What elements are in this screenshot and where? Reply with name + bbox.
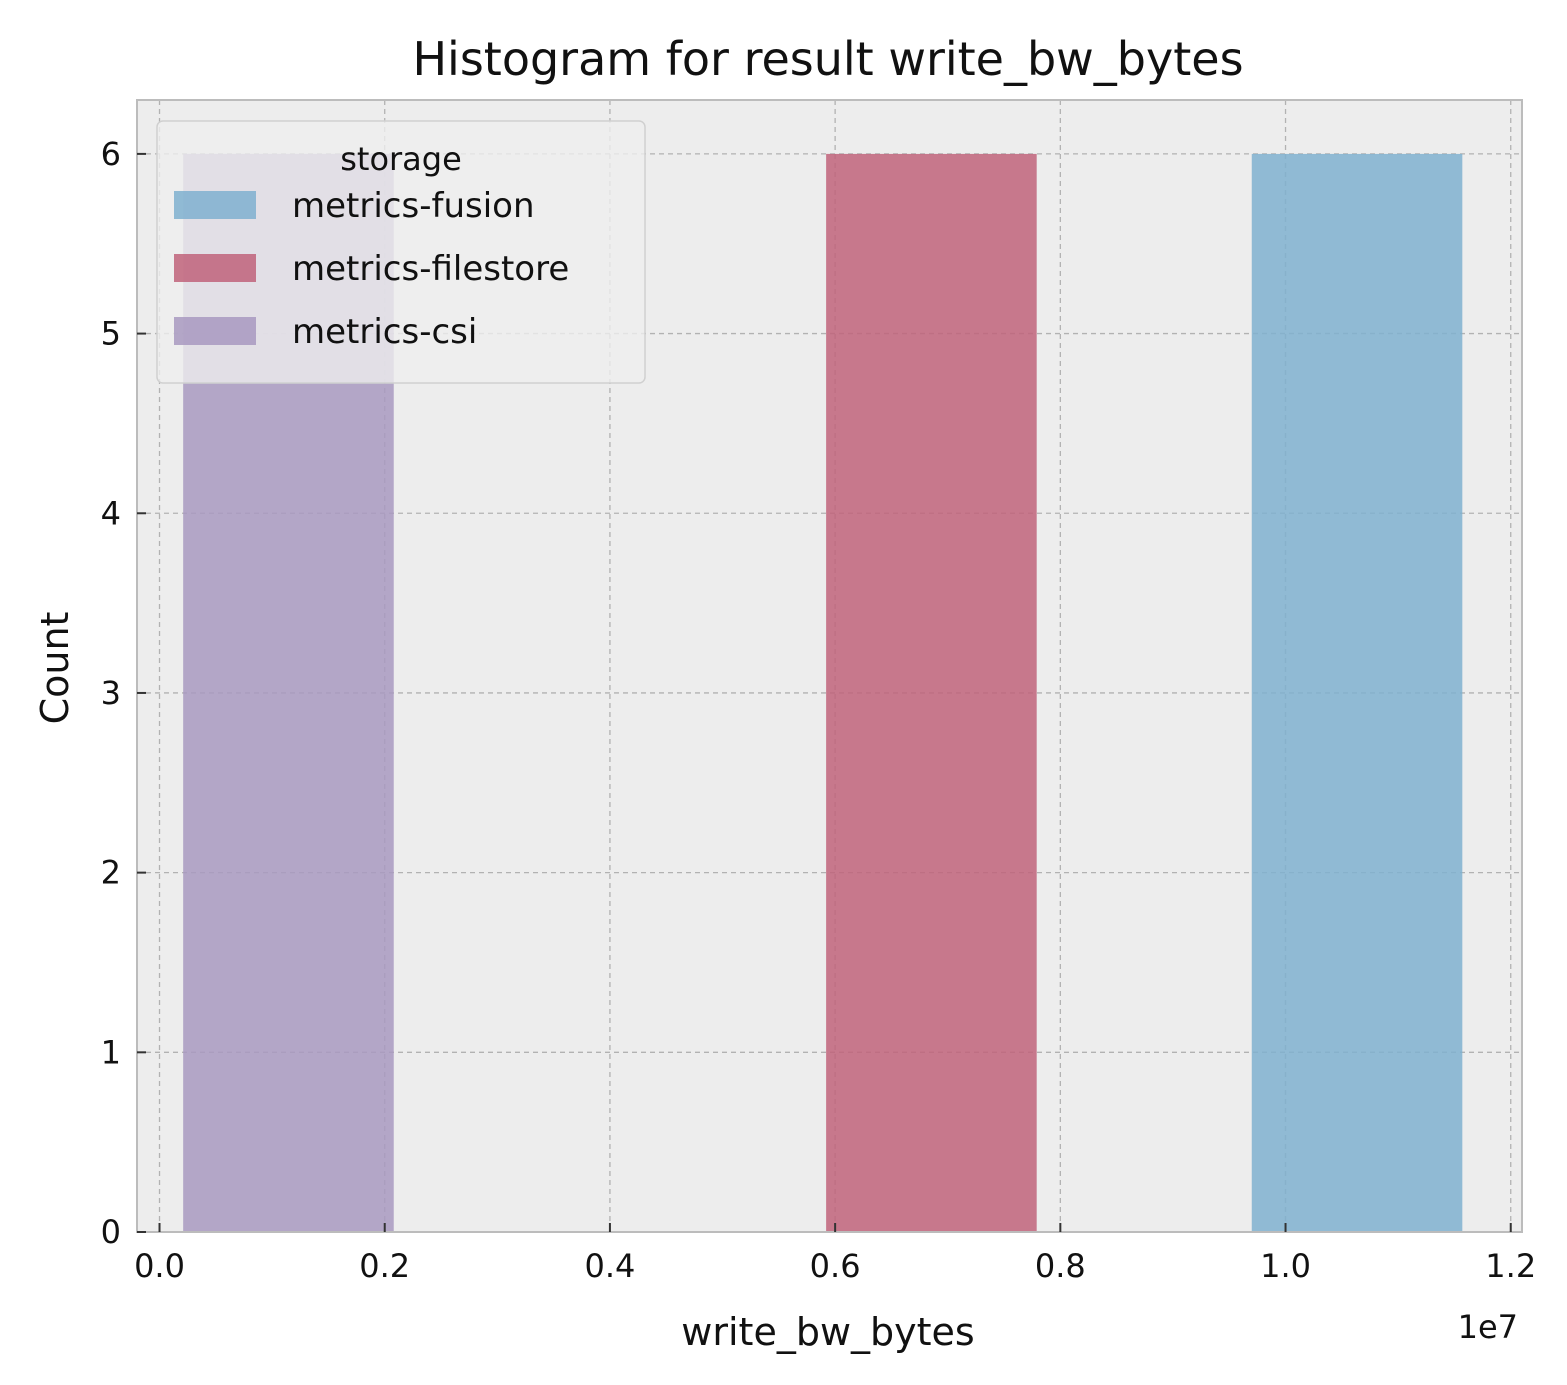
axis-ticks: 0.0 0.2 0.4 0.6 0.8 1.0 1.2 0 1 2 3 4 5 6: [101, 135, 1537, 1285]
plot-frame: [136, 99, 1523, 1233]
x-tick-label: 1.0: [1260, 1247, 1311, 1285]
legend-title: storage: [340, 140, 462, 178]
x-axis-offset-label: 1e7: [1458, 1308, 1518, 1346]
legend-label: metrics-filestore: [292, 249, 569, 289]
legend-swatch: [174, 254, 256, 282]
x-axis-label: write_bw_bytes: [681, 1310, 974, 1354]
y-tick-label: 1: [101, 1033, 121, 1071]
x-tick-label: 0.0: [134, 1247, 185, 1285]
histogram-bar: [1251, 153, 1463, 1232]
legend-box: [156, 120, 646, 384]
x-tick-label: 0.8: [1035, 1247, 1086, 1285]
x-tick-label: 0.2: [359, 1247, 410, 1285]
y-tick-label: 0: [101, 1213, 121, 1251]
y-tick-label: 4: [101, 494, 121, 532]
y-axis-label: Count: [33, 612, 77, 725]
legend-swatch: [174, 317, 256, 345]
y-tick-label: 6: [101, 135, 121, 173]
x-tick-label: 0.6: [810, 1247, 861, 1285]
chart-title: Histogram for result write_bw_bytes: [412, 32, 1243, 86]
y-tick-label: 5: [101, 315, 121, 353]
y-tick-label: 3: [101, 674, 121, 712]
histogram-bar: [826, 153, 1037, 1232]
legend-label: metrics-csi: [292, 312, 477, 352]
x-tick-label: 0.4: [584, 1247, 635, 1285]
y-tick-label: 2: [101, 854, 121, 892]
legend-entries: metrics-fusion metrics-filestore metrics-c…: [174, 186, 569, 352]
x-tick-label: 1.2: [1485, 1247, 1536, 1285]
legend: storage metrics-fusionmetrics-filestorem…: [156, 120, 646, 384]
legend-swatch: [174, 191, 256, 219]
legend-label: metrics-fusion: [292, 186, 535, 226]
